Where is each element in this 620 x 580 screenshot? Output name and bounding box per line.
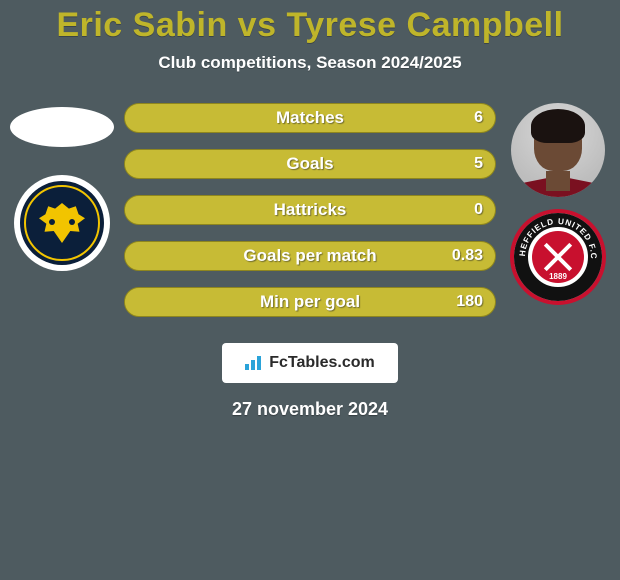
- headshot-neck: [546, 171, 570, 191]
- stat-label: Goals: [286, 154, 333, 174]
- brand-text: FcTables.com: [269, 354, 375, 372]
- stat-bar: Goals per match 0.83: [124, 241, 496, 271]
- player-right-headshot: [511, 103, 605, 197]
- content-row: Matches 6 Goals 5 Hattricks 0 Goals per match 0…: [0, 103, 620, 333]
- stat-bar: Hattricks 0: [124, 195, 496, 225]
- stat-label: Min per goal: [260, 292, 360, 312]
- brand-bar-1: [245, 364, 249, 370]
- brand-bar-3: [257, 356, 261, 370]
- svg-text:SHEFFIELD UNITED F.C.: SHEFFIELD UNITED F.C.: [514, 209, 598, 260]
- stat-label: Hattricks: [274, 200, 347, 220]
- brand-bar-2: [251, 360, 255, 370]
- brand-badge[interactable]: FcTables.com: [222, 343, 398, 383]
- sheffield-text-svg: SHEFFIELD UNITED F.C.: [514, 209, 602, 305]
- player-right-name: Tyrese Campbell: [286, 6, 563, 44]
- stat-right-value: 0.83: [452, 247, 483, 265]
- oxford-badge-inner: [20, 181, 104, 265]
- sheffield-year: 1889: [514, 272, 602, 281]
- card-title: Eric Sabin vs Tyrese Campbell: [0, 0, 620, 45]
- ox-eye-left: [49, 219, 55, 225]
- sheffield-ring-text: SHEFFIELD UNITED F.C.: [514, 213, 602, 301]
- comparison-card: { "colors": { "background": "#4e5b60", "…: [0, 0, 620, 580]
- stat-right-value: 6: [474, 109, 483, 127]
- stat-label: Goals per match: [243, 246, 376, 266]
- card-date: 27 november 2024: [0, 399, 620, 420]
- stats-bars: Matches 6 Goals 5 Hattricks 0 Goals per match 0…: [120, 103, 500, 333]
- left-column: [0, 103, 120, 271]
- stat-right-value: 5: [474, 155, 483, 173]
- stat-bar: Matches 6: [124, 103, 496, 133]
- player-left-headshot-placeholder: [10, 107, 114, 147]
- vs-label: vs: [238, 6, 277, 44]
- club-badge-oxford: [14, 175, 110, 271]
- player-left-name: Eric Sabin: [56, 6, 227, 44]
- stat-bar: Goals 5: [124, 149, 496, 179]
- ox-eye-right: [69, 219, 75, 225]
- stat-bar: Min per goal 180: [124, 287, 496, 317]
- club-badge-sheffield: SHEFFIELD UNITED F.C. 1889: [510, 209, 606, 305]
- stat-label: Matches: [276, 108, 344, 128]
- right-column: SHEFFIELD UNITED F.C. 1889: [500, 103, 620, 305]
- headshot-hair: [531, 109, 585, 143]
- card-subtitle: Club competitions, Season 2024/2025: [0, 53, 620, 73]
- stat-right-value: 180: [456, 293, 483, 311]
- brand-chart-icon: [245, 356, 263, 370]
- stat-right-value: 0: [474, 201, 483, 219]
